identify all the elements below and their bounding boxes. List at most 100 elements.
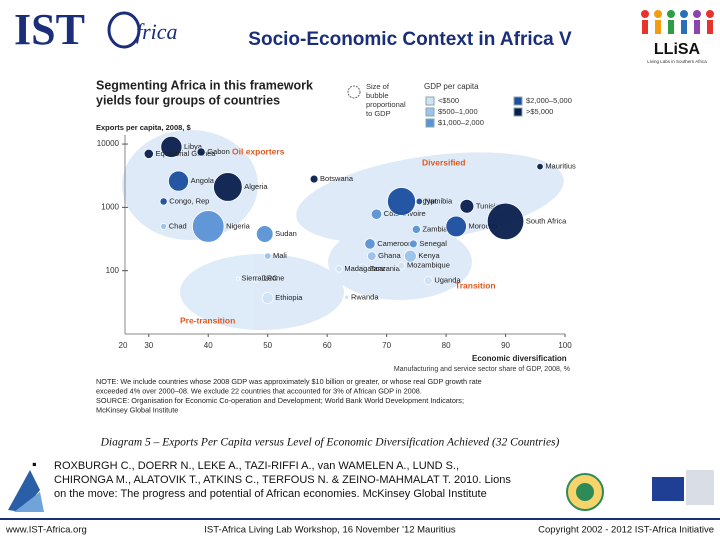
x-tick-label: 40	[204, 341, 213, 350]
bubble-label: Kenya	[418, 251, 440, 260]
chart: Segmenting Africa in this frameworkyield…	[96, 78, 576, 414]
bubble-label: Tanzania	[370, 264, 401, 273]
reference-line: on the move: The progress and potential …	[54, 488, 487, 500]
bubble-label: Sierra Leone	[242, 274, 285, 283]
bubble-label: Madagascar	[344, 264, 386, 273]
bubble	[403, 249, 417, 263]
bubble-label: Tunisia	[476, 201, 501, 210]
bubble	[335, 265, 343, 273]
chart-note: NOTE: We include countries whose 2008 GD…	[96, 377, 482, 386]
x-tick-label: 30	[144, 341, 153, 350]
eu-logo	[652, 470, 714, 505]
bubble-label: Gabon	[207, 147, 230, 156]
african-union-logo	[566, 473, 604, 511]
bubble-label: Ghana	[378, 251, 401, 260]
bubble-label: Chad	[169, 221, 187, 230]
size-legend-text: Size of	[366, 82, 390, 91]
y-tick-label: 100	[106, 266, 120, 275]
bubble	[168, 170, 189, 192]
bubble-label: Congo, Rep	[169, 196, 209, 205]
region-label: Oil exporters	[232, 146, 285, 156]
bubble	[261, 292, 274, 305]
x-tick-label: 50	[263, 341, 272, 350]
bubble-label: Algeria	[244, 182, 268, 191]
chart-title: yields four groups of countries	[96, 93, 280, 107]
bubble	[409, 239, 418, 249]
bubble	[370, 208, 383, 220]
bubble	[366, 251, 377, 261]
x-axis-label: Economic diversification	[472, 354, 567, 363]
bubble	[411, 224, 421, 234]
footer-url: www.IST-Africa.org	[5, 525, 87, 536]
bubble-label: Libya	[184, 142, 203, 151]
bubble	[159, 197, 168, 206]
chart-note: exceeded 4% over 2000–08. We exclude 22 …	[96, 386, 422, 395]
size-legend-text: to GDP	[366, 109, 391, 118]
bubble-label: Angola	[191, 176, 215, 185]
bubble-label: Botswana	[320, 174, 354, 183]
bubble-label: Mauritius	[545, 162, 576, 171]
bubble	[536, 162, 544, 171]
y-axis-label: Exports per capita, 2008, $	[96, 123, 191, 132]
x-tick-label: 60	[323, 341, 332, 350]
reference-line: ROXBURGH C., DOERR N., LEKE A., TAZI-RIF…	[54, 460, 459, 472]
size-legend-text: bubble	[366, 91, 389, 100]
bubble	[309, 174, 319, 184]
chart-note: SOURCE: Organisation for Economic Co-ope…	[96, 396, 464, 405]
x-break-label: 20	[119, 341, 128, 350]
bubble	[459, 198, 475, 214]
bubble	[196, 147, 206, 157]
size-legend-text: proportional	[366, 100, 406, 109]
bubble-label: Mozambique	[407, 261, 450, 270]
partner-figures	[641, 10, 714, 34]
legend-title: GDP per capita	[424, 82, 479, 91]
legend-label: <$500	[438, 96, 459, 105]
reference-line: CHIRONGA M., ALATOVIK T., ATKINS C., TER…	[54, 474, 511, 486]
y-tick-label: 10000	[97, 139, 120, 148]
bubble-label: Morocco	[469, 221, 498, 230]
programme-logo	[8, 470, 44, 512]
partner-logo: LLiSA	[654, 41, 701, 58]
region-label: Transition	[455, 280, 496, 290]
region-label: Diversified	[422, 157, 465, 167]
bubble-label: Equatorial Guinea	[155, 149, 216, 158]
bubble-label: Senegal	[419, 239, 447, 248]
legend-swatch	[425, 118, 435, 128]
footer-copyright: Copyright 2002 - 2012 IST-Africa Initiat…	[538, 525, 714, 536]
legend-swatch	[513, 96, 523, 106]
logo-ist: IST	[14, 5, 85, 54]
x-tick-label: 100	[558, 341, 572, 350]
bubble-label: DRC	[261, 274, 278, 283]
bubble	[357, 263, 369, 275]
bubble	[160, 135, 183, 158]
x-tick-label: 70	[382, 341, 391, 350]
bubble	[143, 148, 154, 159]
size-legend-bubble	[347, 85, 361, 99]
bubble	[415, 197, 424, 206]
bubble-label: Zambia	[422, 224, 448, 233]
chart-title: Segmenting Africa in this framework	[96, 78, 313, 92]
y-tick-label: 1000	[101, 202, 119, 211]
bubble	[364, 238, 376, 250]
x-tick-label: 80	[442, 341, 451, 350]
bubble	[255, 225, 274, 243]
caption: Diagram 5 – Exports Per Capita versus Le…	[100, 437, 560, 449]
x-axis-sublabel: Manufacturing and service sector share o…	[394, 366, 570, 373]
bubble	[251, 274, 260, 283]
bubble	[486, 202, 525, 241]
bubble	[445, 215, 467, 238]
bubble	[387, 187, 416, 216]
chart-note: McKinsey Global Institute	[96, 405, 178, 414]
bubble	[236, 276, 240, 281]
bubble	[192, 210, 225, 243]
bubble-label: Uganda	[434, 275, 461, 284]
bubble-label: Nigeria	[226, 221, 251, 230]
x-tick-label: 90	[501, 341, 510, 350]
partner-tagline: Living Labs in Southern Africa	[647, 59, 707, 64]
bubble-label: South Africa	[526, 216, 567, 225]
bubble	[213, 172, 243, 202]
region-label: Pre-transition	[180, 315, 235, 325]
bubble-label: Sudan	[275, 229, 297, 238]
bubble	[344, 294, 350, 300]
